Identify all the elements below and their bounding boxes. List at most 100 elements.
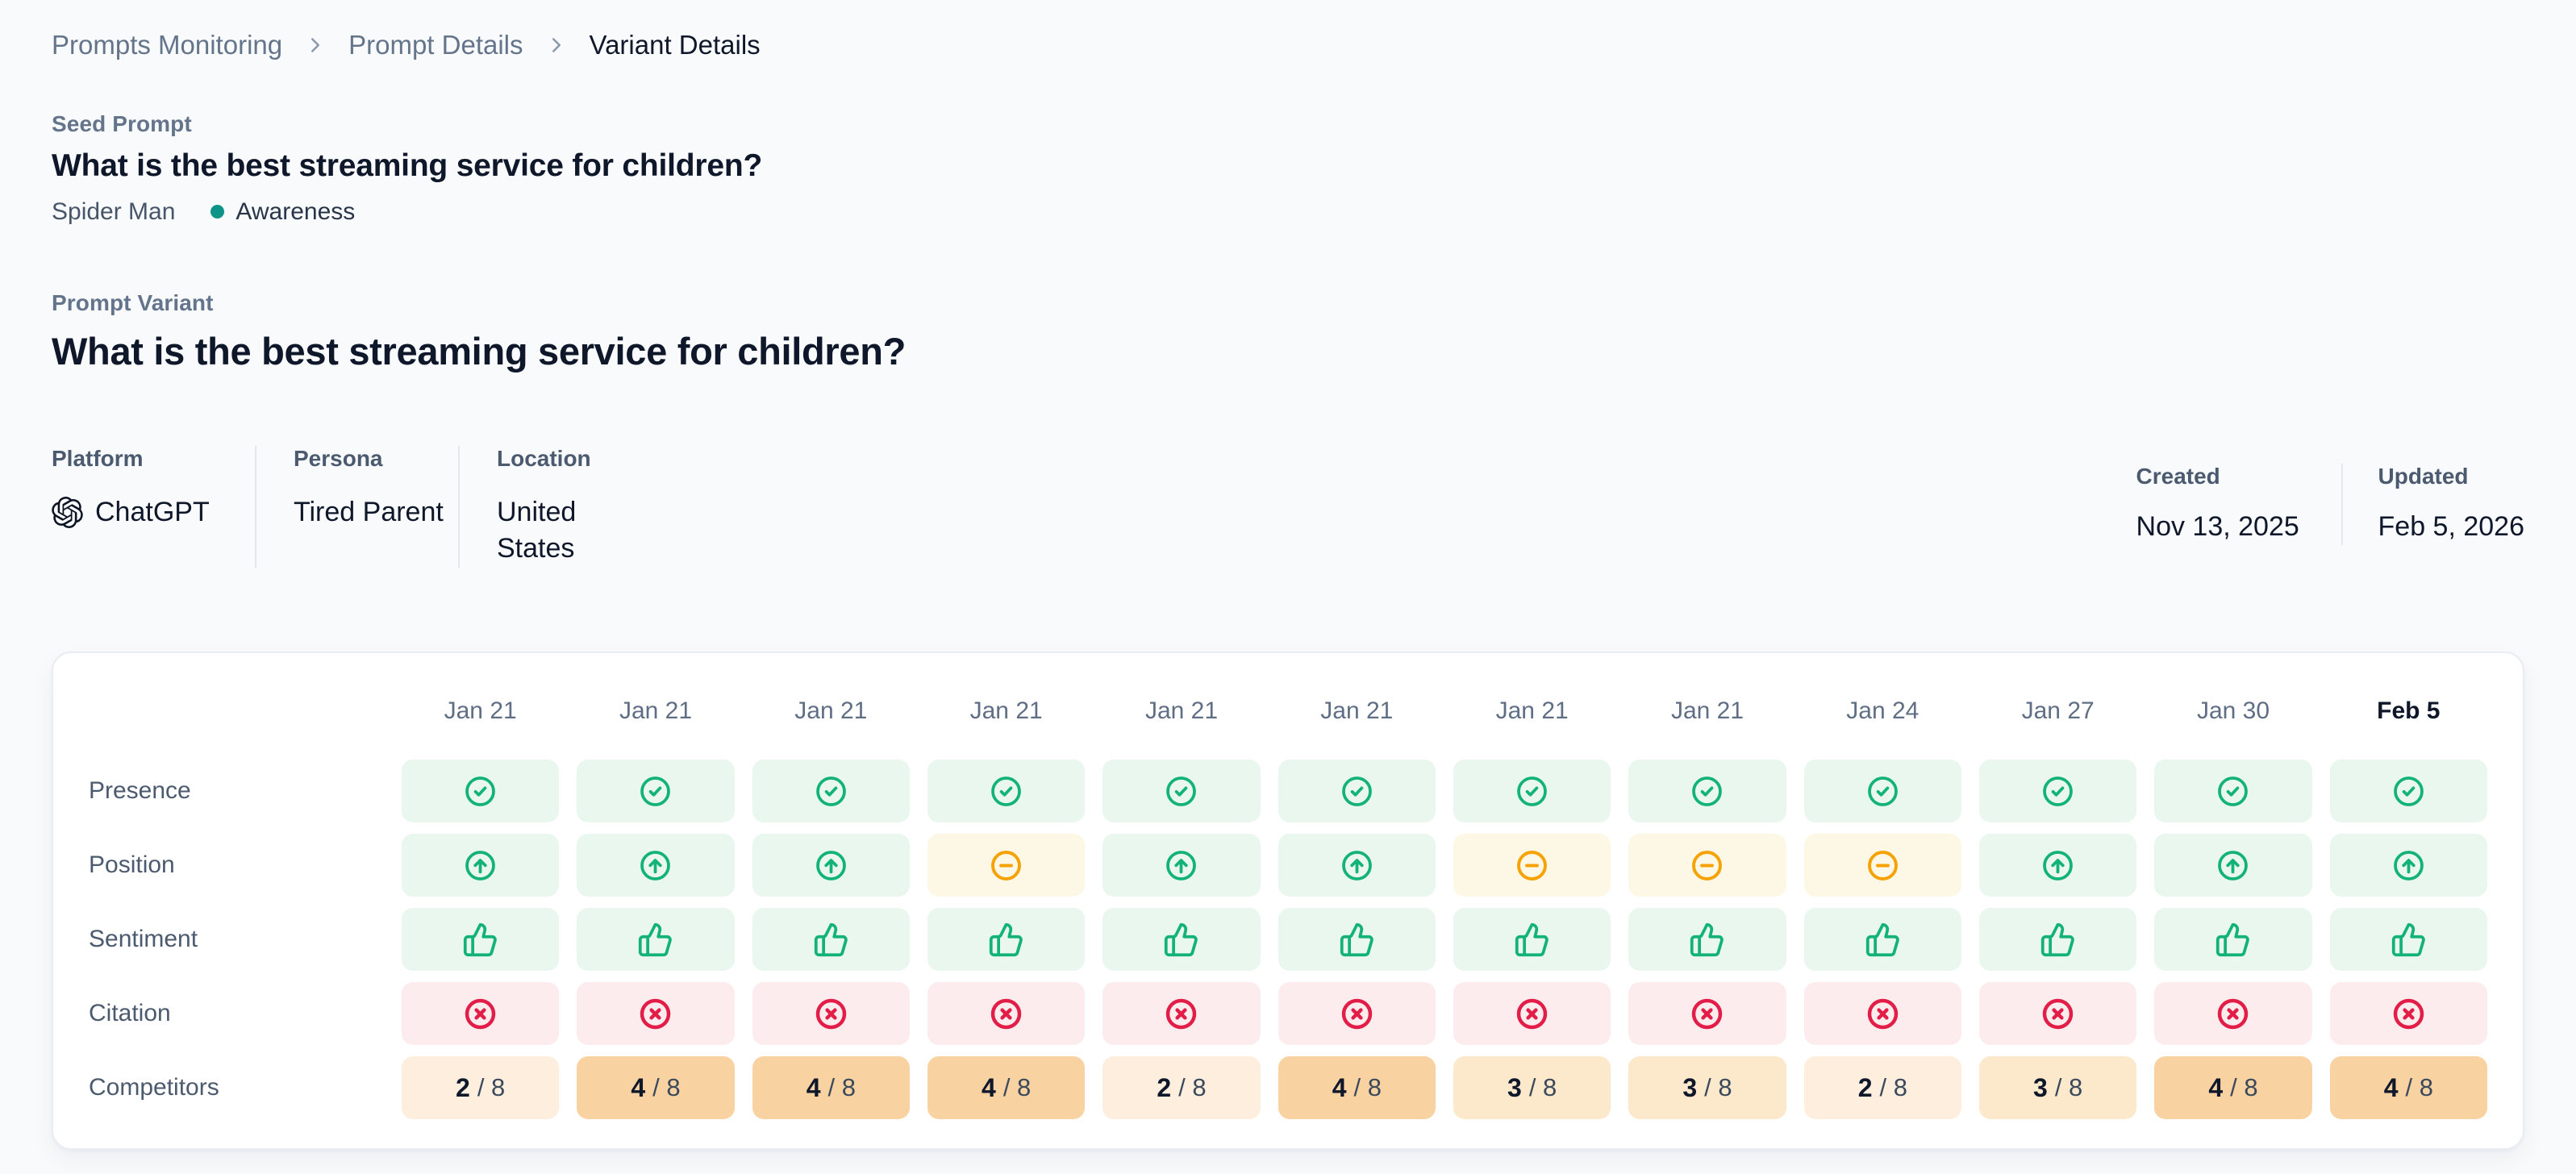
openai-logo-icon	[52, 497, 83, 529]
matrix-cell-position	[1978, 834, 2137, 897]
platform-label: Platform	[52, 445, 144, 471]
row-label-presence: Presence	[89, 777, 191, 805]
competitor-count: 4	[631, 1072, 646, 1102]
competitor-count: 2	[1157, 1072, 1172, 1102]
date-column-header: Jan 27	[2021, 697, 2095, 725]
competitor-denominator: / 8	[1002, 1073, 1032, 1102]
matrix-cell-competitors: 2/ 8	[1803, 1056, 1961, 1120]
x-circle-icon	[2218, 998, 2249, 1030]
category-label: Awareness	[236, 198, 356, 225]
matrix-cell-citation	[1803, 982, 1961, 1046]
thumbs-up-icon	[1690, 922, 1724, 956]
location-value: United States	[497, 496, 577, 564]
updated-value: Feb 5, 2026	[2378, 510, 2524, 542]
x-circle-icon	[1692, 998, 1723, 1030]
matrix-cell-citation	[2329, 982, 2487, 1046]
arrow-up-circle-icon	[640, 851, 671, 880]
persona-label: Persona	[294, 445, 383, 471]
x-circle-icon	[1166, 998, 1197, 1030]
persona-value: Tired Parent	[294, 496, 444, 527]
check-circle-icon	[991, 776, 1022, 806]
breadcrumb-prompts-monitoring[interactable]: Prompts Monitoring	[52, 30, 283, 60]
meta-divider	[458, 445, 460, 568]
matrix-cell-presence	[927, 760, 1086, 823]
x-circle-icon	[2042, 998, 2074, 1030]
thumbs-up-icon	[464, 922, 497, 956]
competitor-count: 2	[1857, 1072, 1873, 1102]
arrow-up-circle-icon	[1341, 851, 1372, 880]
thumbs-up-icon	[2216, 922, 2250, 956]
competitor-count: 3	[2033, 1072, 2048, 1102]
breadcrumb-variant-details: Variant Details	[589, 30, 761, 60]
chevron-right-icon	[552, 38, 561, 52]
x-circle-icon	[465, 998, 496, 1030]
date-column-header: Feb 5	[2377, 697, 2441, 725]
matrix-cell-competitors: 2/ 8	[1103, 1056, 1261, 1120]
matrix-cell-sentiment	[402, 908, 560, 972]
arrow-up-circle-icon	[815, 851, 846, 880]
competitor-denominator: / 8	[1353, 1073, 1382, 1102]
minus-circle-icon	[991, 850, 1022, 880]
matrix-cell-presence	[1278, 760, 1436, 823]
matrix-cell-position	[2154, 834, 2312, 897]
matrix-cell-position	[2329, 834, 2487, 897]
matrix-cell-presence	[2154, 760, 2312, 823]
competitor-count: 3	[1507, 1072, 1522, 1102]
matrix-cell-competitors: 4/ 8	[2154, 1056, 2312, 1120]
matrix-cell-presence	[577, 760, 735, 823]
row-label-sentiment: Sentiment	[89, 926, 198, 953]
persona-field: Persona Tired Parent	[256, 446, 458, 531]
minus-circle-icon	[1517, 850, 1548, 880]
breadcrumb-prompt-details[interactable]: Prompt Details	[348, 30, 523, 60]
check-circle-icon	[1166, 776, 1197, 806]
breadcrumb: Prompts Monitoring Prompt Details Varian…	[52, 29, 2524, 61]
x-circle-icon	[990, 998, 1022, 1030]
matrix-cell-sentiment	[927, 908, 1086, 972]
arrow-up-circle-icon	[2393, 851, 2424, 880]
date-column-header: Jan 21	[1495, 697, 1569, 725]
matrix-cell-sentiment	[577, 908, 735, 972]
competitor-count: 2	[456, 1072, 470, 1102]
matrix-cell-citation	[1103, 982, 1261, 1046]
row-label-position: Position	[89, 851, 175, 879]
date-column-header: Jan 21	[444, 697, 517, 725]
row-label-citation: Citation	[89, 1000, 171, 1027]
created-label: Created	[2136, 463, 2220, 489]
check-circle-icon	[1517, 776, 1548, 806]
matrix-cell-citation	[927, 982, 1086, 1046]
thumbs-up-icon	[990, 922, 1023, 956]
matrix-cell-position	[402, 834, 560, 897]
competitor-denominator: / 8	[2054, 1073, 2083, 1102]
matrix-cell-sentiment	[1803, 908, 1961, 972]
matrix-cell-presence	[752, 760, 910, 823]
timestamps-group: Created Nov 13, 2025 Updated Feb 5, 2026	[2136, 463, 2524, 546]
matrix-cell-position	[927, 834, 1086, 897]
matrix-cell-sentiment	[1628, 908, 1786, 972]
x-circle-icon	[815, 998, 847, 1030]
date-column-header: Jan 21	[1670, 697, 1744, 725]
matrix-cell-presence	[1978, 760, 2137, 823]
competitor-count: 3	[1682, 1072, 1698, 1102]
seed-prompt-meta-row: Spider Man Awareness	[52, 198, 2524, 226]
matrix-cell-position	[1628, 834, 1786, 897]
matrix-cell-sentiment	[1278, 908, 1436, 972]
matrix-cell-citation	[2154, 982, 2312, 1046]
seed-prompt-owner: Spider Man	[52, 198, 176, 225]
matrix-cell-citation	[1628, 982, 1786, 1046]
date-column-header: Jan 21	[794, 697, 868, 725]
thumbs-up-icon	[2391, 922, 2425, 956]
date-column-header: Jan 21	[1320, 697, 1394, 725]
seed-prompt-title: What is the best streaming service for c…	[52, 148, 763, 183]
location-label: Location	[497, 445, 591, 471]
chevron-right-icon	[311, 38, 320, 52]
category-dot-icon	[210, 205, 225, 219]
platform-field: Platform ChatGPT	[52, 446, 255, 531]
thumbs-up-icon	[639, 922, 673, 956]
matrix-cell-citation	[402, 982, 560, 1046]
check-circle-icon	[640, 776, 671, 806]
matrix-cell-position	[752, 834, 910, 897]
matrix-cell-sentiment	[1978, 908, 2137, 972]
x-circle-icon	[2393, 998, 2424, 1030]
competitor-denominator: / 8	[2405, 1073, 2433, 1102]
matrix-cell-competitors: 4/ 8	[752, 1056, 910, 1120]
